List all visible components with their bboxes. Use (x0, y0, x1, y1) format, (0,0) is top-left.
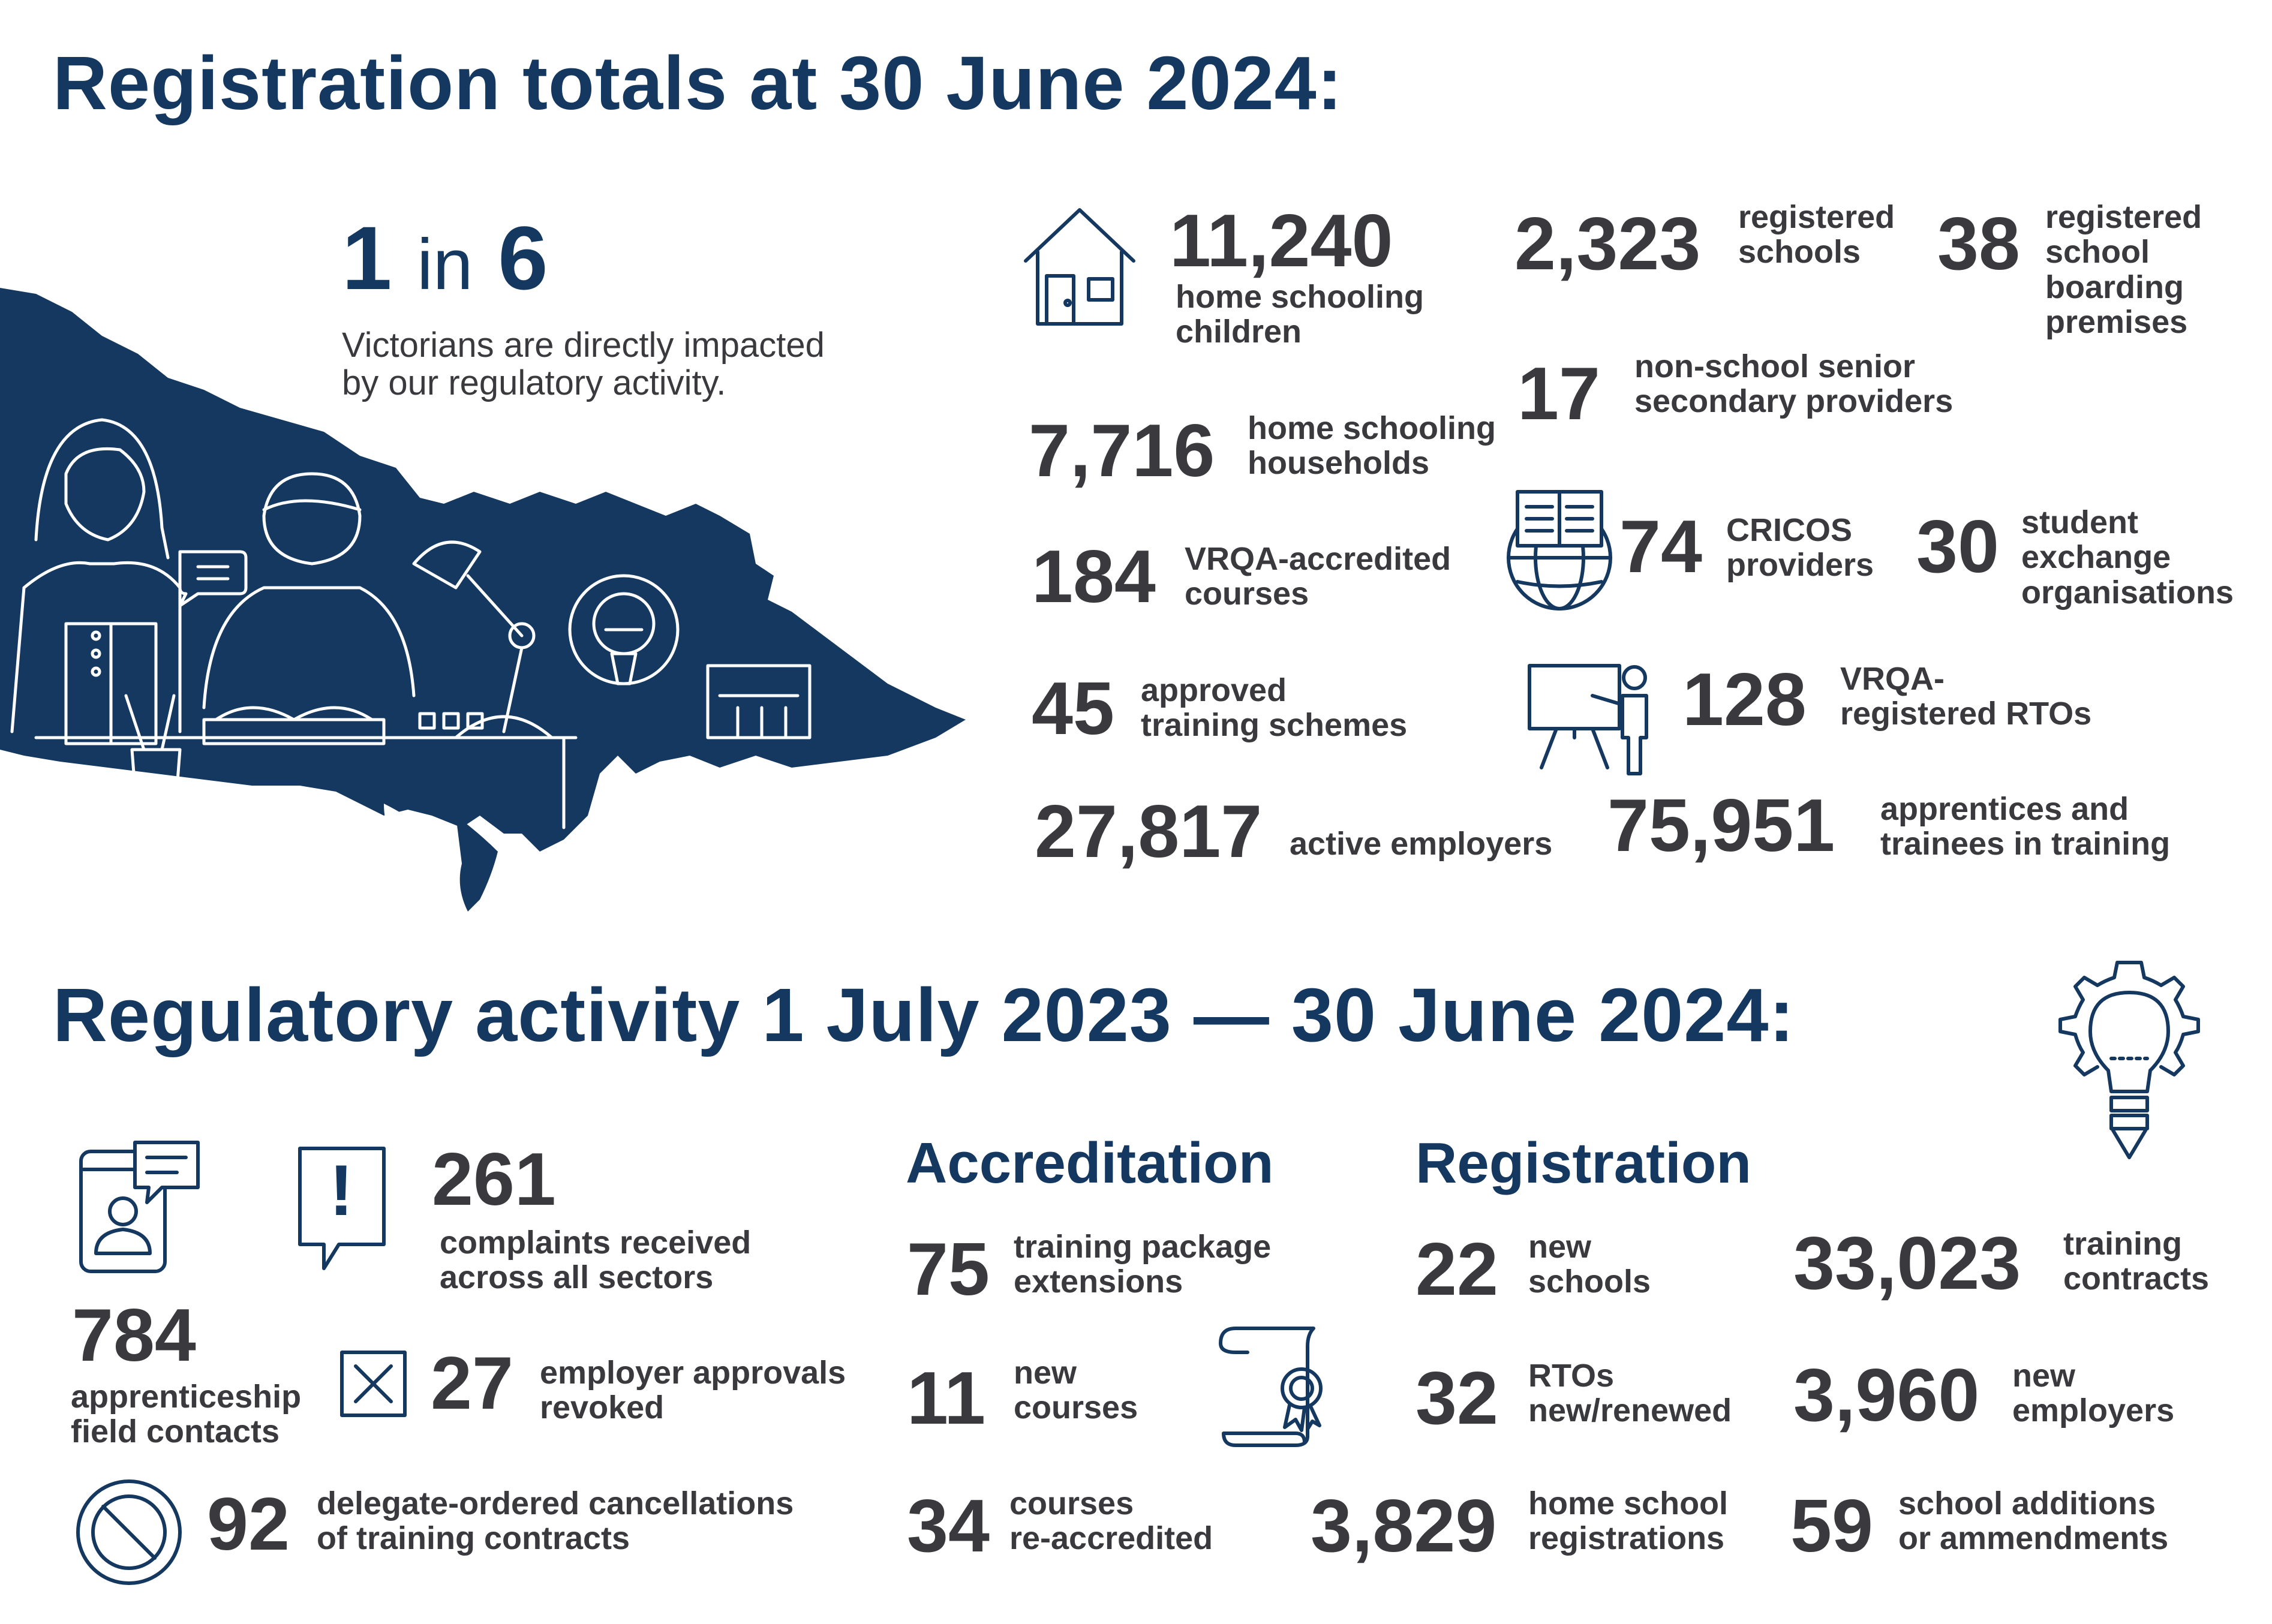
label-package-extensions: training package extensions (1014, 1229, 1272, 1300)
stat-courses-reaccredited: 34 (907, 1485, 990, 1568)
stat-package-extensions: 75 (907, 1228, 990, 1311)
stat-complaints: 261 (432, 1138, 556, 1221)
impact-of: 6 (498, 207, 548, 308)
label-apprentices-trainees: apprentices and trainees in training (1880, 791, 2171, 862)
stat-exchange-organisations: 30 (1916, 506, 1999, 588)
stat-training-contracts: 33,023 (1793, 1222, 2021, 1305)
cross-box-icon (340, 1351, 407, 1417)
stat-rtos-new-renewed: 32 (1416, 1357, 1498, 1440)
label-courses-reaccredited: courses re-accredited (1009, 1485, 1213, 1557)
label-active-employers: active employers (1290, 826, 1553, 862)
label-complaints: complaints received across all sectors (440, 1225, 752, 1296)
stat-revoked: 27 (431, 1342, 513, 1425)
label-school-additions: school additions or ammendments (1898, 1485, 2169, 1557)
impact-stat: 1 in 6 (342, 213, 548, 303)
label-boarding-premises: registered school boarding premises (2045, 199, 2202, 340)
stat-new-schools: 22 (1416, 1228, 1498, 1311)
certificate-scroll-icon (1219, 1327, 1323, 1447)
label-home-schooling-children: home schooling children (1176, 279, 1424, 350)
accreditation-heading: Accreditation (906, 1131, 1274, 1195)
label-new-courses: new courses (1014, 1355, 1138, 1426)
alert-mark: ! (329, 1150, 353, 1231)
impact-number: 1 (342, 207, 392, 308)
stat-cancellations: 92 (207, 1483, 290, 1566)
label-training-contracts: training contracts (2063, 1226, 2210, 1297)
label-accredited-courses: VRQA-accredited courses (1185, 541, 1451, 612)
house-icon (1024, 208, 1135, 326)
phone-chat-icon (79, 1141, 200, 1273)
stat-boarding-premises: 38 (1937, 203, 2020, 285)
globe-book-icon (1507, 490, 1612, 610)
teacher-board-icon (1528, 664, 1648, 775)
stat-apprentices-trainees: 75,951 (1607, 784, 1835, 867)
regulatory-title: Regulatory activity 1 July 2023 — 30 Jun… (53, 973, 1795, 1057)
impact-in-word: in (417, 224, 473, 305)
stat-registered-schools: 2,323 (1514, 203, 1701, 285)
label-cricos-providers: CRICOS providers (1726, 512, 1874, 584)
label-revoked: employer approvals revoked (540, 1355, 846, 1426)
label-training-schemes: approved training schemes (1141, 672, 1408, 744)
label-home-school-registrations: home school registrations (1528, 1485, 1729, 1557)
stat-new-employers: 3,960 (1793, 1354, 1980, 1437)
label-new-employers: new employers (2012, 1358, 2175, 1429)
stat-field-contacts: 784 (72, 1294, 196, 1377)
label-registered-schools: registered schools (1738, 199, 1895, 270)
label-exchange-organisations: student exchange organisations (2021, 504, 2234, 610)
stat-cricos-providers: 74 (1619, 506, 1702, 588)
stat-home-schooling-households: 7,716 (1029, 410, 1215, 492)
label-field-contacts: apprenticeship field contacts (71, 1379, 302, 1450)
stat-active-employers: 27,817 (1035, 790, 1263, 873)
stat-senior-secondary-providers: 17 (1517, 353, 1600, 435)
stat-home-schooling-children: 11,240 (1170, 200, 1393, 282)
impact-text: Victorians are directly impacted by our … (342, 326, 825, 402)
label-cancellations: delegate-ordered cancellations of traini… (317, 1485, 794, 1557)
label-senior-secondary-providers: non-school senior secondary providers (1634, 348, 1954, 420)
label-home-schooling-households: home schooling households (1248, 410, 1496, 482)
registration-heading: Registration (1416, 1131, 1752, 1195)
stat-school-additions: 59 (1790, 1485, 1873, 1568)
label-new-schools: new schools (1528, 1229, 1651, 1300)
label-rtos-new-renewed: RTOs new/renewed (1528, 1358, 1732, 1429)
prohibited-icon (76, 1479, 182, 1585)
lightbulb-gear-icon (2058, 961, 2200, 1159)
victoria-map-illustration (0, 288, 966, 912)
label-registered-rtos: VRQA- registered RTOs (1840, 661, 2092, 732)
stat-home-school-registrations: 3,829 (1311, 1485, 1497, 1568)
stat-registered-rtos: 128 (1682, 658, 1807, 741)
stat-new-courses: 11 (907, 1357, 986, 1440)
alert-icon (298, 1147, 386, 1270)
stat-training-schemes: 45 (1032, 667, 1114, 750)
registration-title: Registration totals at 30 June 2024: (53, 41, 1343, 125)
stat-accredited-courses: 184 (1032, 536, 1156, 618)
